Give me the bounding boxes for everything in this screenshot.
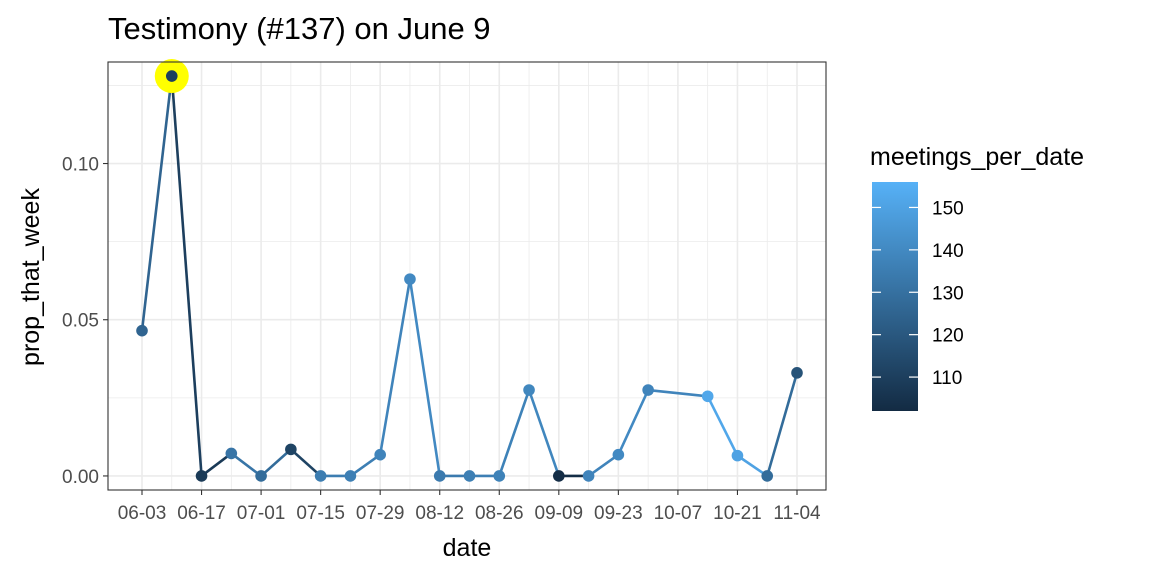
x-tick-label: 06-03: [118, 503, 167, 524]
x-tick-label: 08-12: [415, 503, 464, 524]
series-segment: [587, 453, 620, 478]
data-point: [285, 443, 297, 456]
series-segment: [408, 277, 442, 478]
series-segment: [230, 452, 263, 478]
series-segment: [259, 448, 293, 478]
series-segment: [349, 453, 382, 478]
x-tick-label: 09-09: [535, 503, 584, 524]
data-point: [642, 384, 654, 396]
series-segment: [527, 388, 561, 478]
data-point: [791, 367, 803, 379]
x-axis-title: date: [443, 534, 492, 562]
series-segment: [646, 388, 709, 398]
data-point: [344, 470, 357, 482]
x-tick-label: 11-04: [773, 503, 821, 524]
data-point: [582, 470, 595, 482]
data-point: [493, 470, 506, 482]
data-point: [731, 449, 744, 462]
y-tick-label: 0.10: [62, 155, 99, 176]
legend-tick-label: 130: [932, 283, 964, 304]
data-point: [255, 470, 267, 482]
data-point: [523, 384, 535, 396]
series-lines: [140, 74, 799, 478]
series-segment: [736, 454, 769, 478]
x-axis-ticks: 06-03 06-17 07-01 07-15 07-29 08-12 08-26 09-09…: [118, 490, 821, 524]
x-tick-label: 07-01: [237, 503, 286, 524]
x-tick-label: 09-23: [594, 503, 643, 524]
legend-title: meetings_per_date: [870, 143, 1084, 171]
grid-lines: [108, 62, 826, 490]
series-segment: [200, 452, 233, 478]
y-tick-label: 0.05: [62, 311, 99, 332]
data-point: [463, 470, 476, 482]
series-segment: [378, 277, 412, 456]
x-tick-label: 07-29: [356, 503, 405, 524]
series-segment: [497, 388, 531, 478]
x-tick-label: 10-21: [713, 503, 762, 524]
x-tick-label: 08-26: [475, 503, 524, 524]
plot-panel: [107, 59, 827, 491]
y-axis-title: prop_that_week: [17, 188, 45, 366]
series-segment: [617, 388, 650, 456]
data-point: [553, 470, 565, 482]
data-point: [225, 447, 238, 460]
data-point: [165, 70, 178, 82]
data-point: [195, 470, 208, 482]
legend-tick-label: 140: [932, 241, 964, 262]
data-point: [701, 390, 714, 403]
x-tick-label: 10-07: [654, 503, 703, 524]
data-point: [314, 470, 327, 482]
x-tick-label: 07-15: [296, 503, 345, 524]
chart-title: Testimony (#137) on June 9: [108, 11, 491, 46]
x-tick-label: 06-17: [177, 503, 226, 524]
series-segment: [170, 74, 203, 478]
data-point: [761, 470, 774, 482]
data-point: [612, 448, 625, 461]
data-point: [136, 324, 148, 337]
series-segment: [140, 74, 174, 332]
data-point: [433, 470, 446, 482]
legend-tick-label: 120: [932, 326, 964, 347]
data-point: [374, 448, 386, 461]
y-tick-label: 0.00: [62, 467, 99, 488]
color-legend: meetings_per_date 110 120 130 140 150: [870, 143, 1084, 411]
legend-ticks: 110 120 130 140 150: [872, 198, 964, 389]
legend-colorbar: [872, 182, 918, 411]
series-segment: [765, 371, 799, 478]
series-points: [136, 70, 803, 482]
legend-tick-label: 110: [932, 368, 962, 389]
series-segment: [706, 394, 739, 457]
y-axis-ticks: 0.00 0.05 0.10: [62, 155, 108, 488]
data-point: [404, 273, 416, 285]
series-segment: [289, 448, 322, 478]
legend-tick-label: 150: [932, 198, 964, 219]
